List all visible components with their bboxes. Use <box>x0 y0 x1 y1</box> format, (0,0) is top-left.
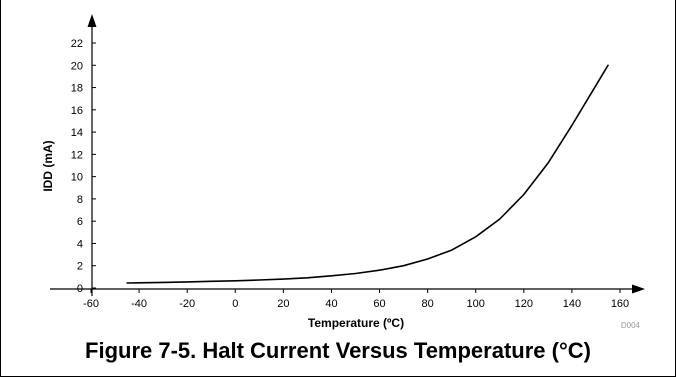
y-tick-label: 6 <box>77 216 83 228</box>
x-axis-title: Temperature (ºC) <box>308 316 404 330</box>
y-tick-label: 10 <box>71 172 83 184</box>
x-tick-label: 80 <box>422 298 434 310</box>
x-tick-label: 100 <box>467 298 485 310</box>
x-tick-label: 40 <box>325 298 337 310</box>
x-tick-label: 20 <box>277 298 289 310</box>
data-line <box>126 64 609 284</box>
y-tick-label: 20 <box>71 60 83 72</box>
series-group <box>126 64 609 284</box>
x-tick-label: 0 <box>232 298 238 310</box>
y-tick-label: 14 <box>71 127 83 139</box>
x-axis: -60 -40 -20 0 20 40 60 80 100 120 140 160 <box>50 284 645 310</box>
y-tick-label: 8 <box>77 194 83 206</box>
x-tick-label: 60 <box>373 298 385 310</box>
y-axis: 0 2 4 6 8 10 12 14 16 18 20 22 <box>71 14 97 296</box>
y-tick-label: 0 <box>77 283 83 295</box>
x-tick-label: 140 <box>563 298 581 310</box>
x-tick-label: -40 <box>131 298 147 310</box>
x-axis-arrow <box>632 284 645 294</box>
figure-code: D004 <box>621 321 641 330</box>
y-axis-arrow <box>87 14 97 27</box>
y-tick-label: 16 <box>71 105 83 117</box>
y-tick-label: 4 <box>77 238 83 250</box>
x-tick-label: -20 <box>179 298 195 310</box>
y-tick-label: 12 <box>71 149 83 161</box>
x-tick-label: 120 <box>515 298 533 310</box>
y-axis-title: IDD (mA) <box>41 140 55 191</box>
x-tick-label: -60 <box>83 298 99 310</box>
y-tick-label: 22 <box>71 38 83 50</box>
y-tick-label: 18 <box>71 83 83 95</box>
figure-caption: Figure 7-5. Halt Current Versus Temperat… <box>85 338 591 363</box>
x-tick-label: 160 <box>611 298 629 310</box>
y-tick-label: 2 <box>77 261 83 273</box>
